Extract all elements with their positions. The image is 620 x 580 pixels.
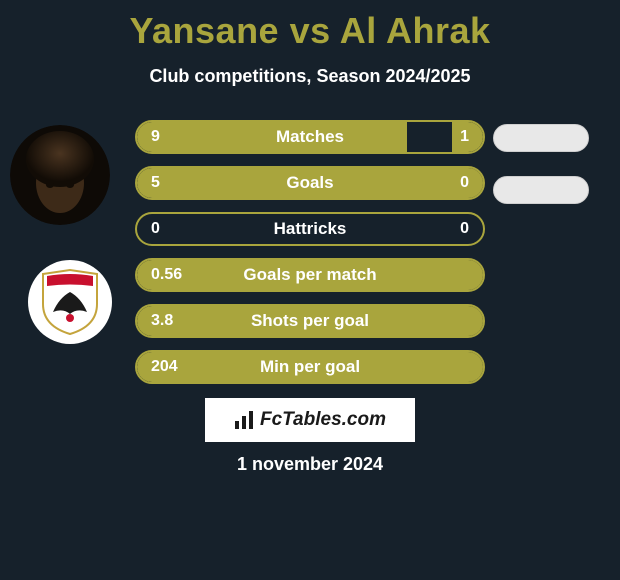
stat-row: 50Goals	[135, 166, 485, 200]
stat-label: Min per goal	[137, 352, 483, 382]
club-badge-left	[28, 260, 112, 344]
blank-pill	[493, 176, 589, 204]
subtitle: Club competitions, Season 2024/2025	[0, 66, 620, 87]
brand-footer: FcTables.com	[205, 398, 415, 442]
stat-label: Hattricks	[137, 214, 483, 244]
stat-row: 3.8Shots per goal	[135, 304, 485, 338]
bars-icon	[234, 410, 254, 430]
stat-row: 00Hattricks	[135, 212, 485, 246]
stat-label: Goals per match	[137, 260, 483, 290]
stat-row: 91Matches	[135, 120, 485, 154]
blank-pill	[493, 124, 589, 152]
date-caption: 1 november 2024	[0, 454, 620, 475]
player-head-icon	[10, 125, 110, 225]
stat-label: Goals	[137, 168, 483, 198]
page-title: Yansane vs Al Ahrak	[0, 0, 620, 52]
stat-label: Matches	[137, 122, 483, 152]
brand-text: FcTables.com	[260, 409, 386, 431]
stat-rows: 91Matches 50Goals 00Hattricks 0.56Goals per…	[135, 120, 485, 396]
stat-row: 0.56Goals per match	[135, 258, 485, 292]
player-avatar-left	[10, 125, 110, 225]
stat-label: Shots per goal	[137, 306, 483, 336]
club-crest-icon	[39, 268, 101, 336]
stat-row: 204Min per goal	[135, 350, 485, 384]
